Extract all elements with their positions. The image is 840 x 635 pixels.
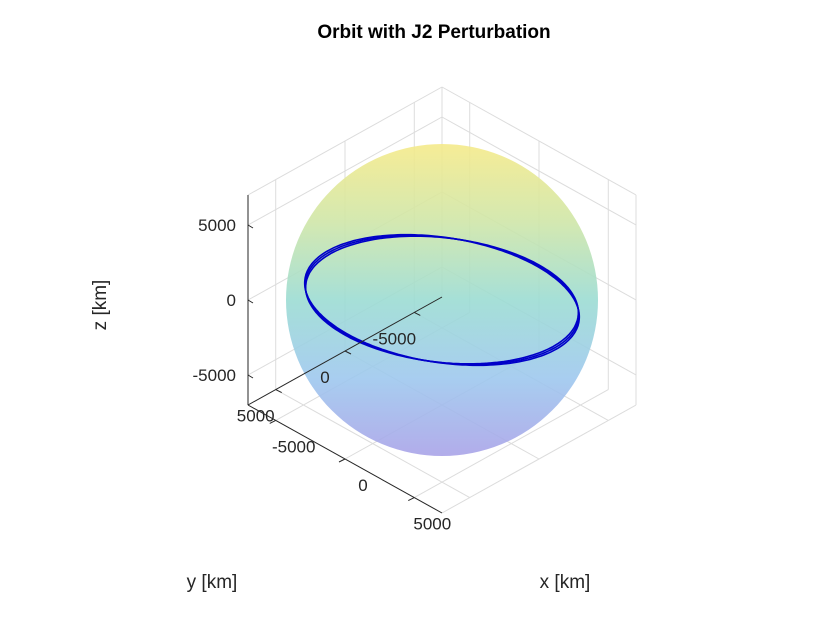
x-tick-label: -5000 bbox=[272, 437, 315, 456]
y-tick-label: 0 bbox=[320, 368, 329, 387]
gridline bbox=[441, 116, 637, 226]
y-tick-label: 5000 bbox=[237, 407, 275, 426]
x-tick-mark bbox=[408, 497, 415, 502]
tick-labels: 5000 0 -5000 5000 0 -5000 -5000 0 5000 bbox=[193, 216, 452, 534]
z-tick-mark bbox=[247, 224, 254, 229]
gridline bbox=[275, 389, 470, 499]
axis-lines bbox=[247, 195, 443, 514]
chart-title: Orbit with J2 Perturbation bbox=[317, 22, 550, 43]
y-tick-mark bbox=[414, 311, 421, 316]
z-axis-label: z [km] bbox=[90, 280, 111, 331]
grid-box-edge bbox=[441, 86, 637, 196]
y-tick-mark bbox=[344, 350, 352, 355]
z-tick-mark bbox=[247, 299, 254, 304]
z-tick-label: 5000 bbox=[198, 216, 236, 235]
y-tick-mark bbox=[275, 389, 282, 394]
x-tick-mark bbox=[269, 419, 276, 424]
earth-sphere bbox=[286, 144, 598, 456]
z-tick-label: -5000 bbox=[193, 366, 236, 385]
y-axis-label: y [km] bbox=[187, 572, 238, 593]
gridline bbox=[247, 116, 443, 226]
x-tick-label: 0 bbox=[358, 476, 367, 495]
x-axis-label: x [km] bbox=[540, 572, 591, 593]
grid-box-edge bbox=[441, 404, 637, 514]
grid-box-edge bbox=[247, 86, 443, 196]
z-tick-label: 0 bbox=[227, 291, 236, 310]
x-tick-label: 5000 bbox=[413, 515, 451, 534]
z-tick-mark bbox=[247, 374, 254, 379]
x-tick-mark bbox=[338, 458, 346, 463]
orbit-revolution bbox=[303, 233, 581, 367]
orbit-trajectory bbox=[303, 233, 581, 367]
y-tick-label: -5000 bbox=[373, 329, 416, 348]
